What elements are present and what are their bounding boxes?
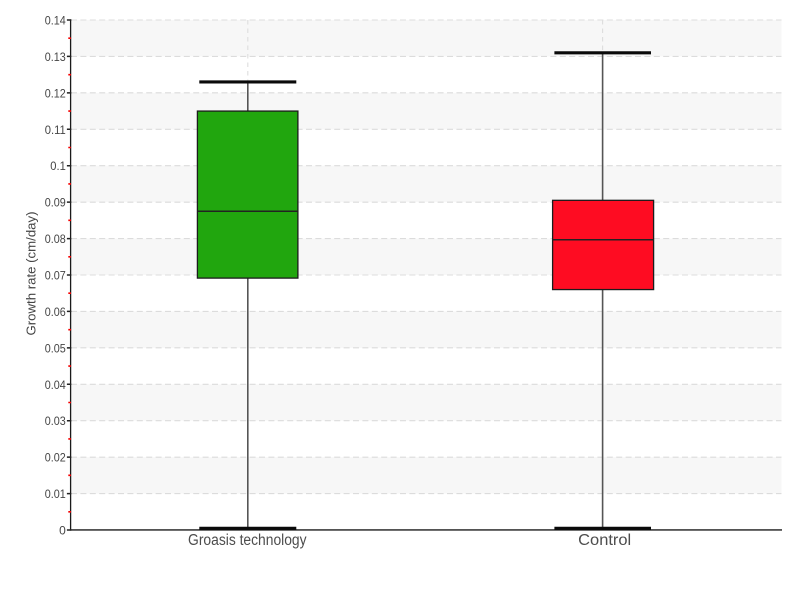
svg-text:0.12: 0.12 bbox=[45, 86, 66, 100]
svg-text:0.13: 0.13 bbox=[45, 50, 66, 64]
svg-text:0.08: 0.08 bbox=[45, 232, 66, 246]
svg-text:Groasis technology: Groasis technology bbox=[188, 532, 307, 549]
svg-text:0.02: 0.02 bbox=[45, 451, 66, 465]
svg-text:0.03: 0.03 bbox=[45, 414, 66, 428]
svg-text:0.04: 0.04 bbox=[45, 378, 66, 392]
svg-text:0.07: 0.07 bbox=[45, 269, 66, 283]
svg-text:0.09: 0.09 bbox=[45, 196, 66, 210]
svg-text:0: 0 bbox=[59, 524, 66, 538]
svg-text:0.11: 0.11 bbox=[45, 123, 66, 137]
svg-text:Growth rate (cm/day): Growth rate (cm/day) bbox=[25, 212, 39, 336]
svg-text:0.1: 0.1 bbox=[50, 159, 66, 173]
svg-text:0.01: 0.01 bbox=[45, 487, 66, 501]
svg-text:0.06: 0.06 bbox=[45, 305, 66, 319]
svg-text:0.05: 0.05 bbox=[45, 341, 66, 355]
svg-text:0.14: 0.14 bbox=[45, 14, 66, 28]
svg-text:Control: Control bbox=[578, 532, 631, 549]
